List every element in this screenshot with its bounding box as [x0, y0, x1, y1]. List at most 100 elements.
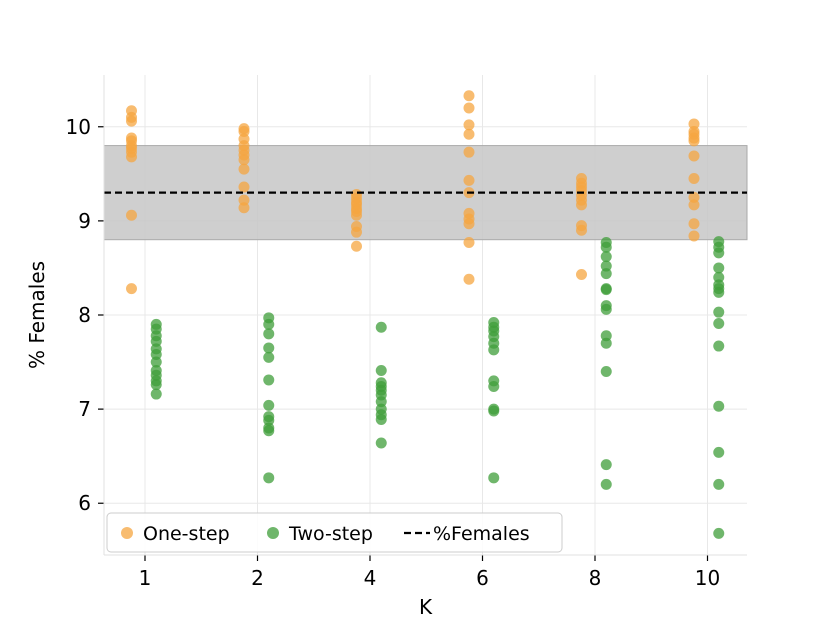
data-point-one-step	[463, 102, 475, 114]
data-point-two-step	[375, 437, 387, 449]
data-point-two-step	[150, 388, 162, 400]
legend-marker-one-step	[121, 527, 133, 539]
y-tick-label: 9	[78, 209, 91, 233]
data-point-two-step	[600, 365, 612, 377]
data-point-two-step	[375, 365, 387, 377]
data-point-two-step	[600, 241, 612, 253]
data-point-one-step	[238, 125, 250, 137]
x-tick-label: 4	[364, 566, 377, 590]
data-point-one-step	[688, 135, 700, 147]
data-point-one-step	[238, 163, 250, 175]
data-point-one-step	[688, 150, 700, 162]
data-point-two-step	[375, 413, 387, 425]
data-point-two-step	[600, 303, 612, 315]
data-point-two-step	[263, 414, 275, 426]
data-point-one-step	[238, 181, 250, 193]
data-point-two-step	[600, 260, 612, 272]
data-point-two-step	[713, 527, 725, 539]
data-point-two-step	[713, 340, 725, 352]
legend-box	[106, 512, 563, 553]
data-point-two-step	[263, 318, 275, 330]
data-point-two-step	[713, 262, 725, 274]
y-axis-label: % Females	[25, 261, 49, 369]
data-point-one-step	[463, 119, 475, 131]
data-point-two-step	[713, 317, 725, 329]
data-point-one-step	[576, 199, 587, 211]
data-point-two-step	[263, 472, 275, 484]
data-point-one-step	[463, 237, 475, 249]
data-point-one-step	[238, 154, 250, 166]
data-point-one-step	[688, 230, 700, 242]
legend: One-step Two-step %Females	[106, 512, 563, 553]
legend-label-one-step: One-step	[143, 523, 230, 545]
y-tick-label: 7	[78, 397, 91, 421]
data-point-one-step	[238, 202, 250, 214]
data-point-one-step	[126, 283, 137, 295]
data-point-two-step	[488, 472, 500, 484]
data-point-one-step	[688, 218, 700, 230]
data-point-one-step	[463, 273, 475, 285]
data-point-two-step	[263, 328, 275, 340]
data-point-two-step	[713, 478, 725, 490]
y-tick-label: 6	[78, 491, 91, 515]
x-tick-label: 2	[251, 566, 264, 590]
data-point-two-step	[713, 306, 725, 318]
data-point-two-step	[375, 321, 387, 333]
data-point-two-step	[150, 356, 162, 368]
data-point-two-step	[263, 425, 275, 437]
y-tick-label: 10	[66, 115, 91, 139]
legend-label-two-step: Two-step	[288, 523, 373, 545]
data-point-two-step	[713, 286, 725, 298]
data-point-one-step	[126, 115, 137, 127]
data-point-one-step	[351, 209, 362, 221]
axis-layer: 1 2 4 6 8 10 6 7 8 9 10	[66, 75, 747, 590]
data-point-one-step	[463, 128, 475, 140]
x-axis-label: K	[419, 595, 433, 619]
data-point-two-step	[488, 381, 500, 393]
data-point-one-step	[126, 151, 137, 163]
data-point-two-step	[263, 374, 275, 386]
data-point-one-step	[463, 174, 475, 186]
legend-marker-two-step	[267, 527, 279, 539]
data-point-one-step	[576, 224, 587, 236]
data-point-two-step	[600, 284, 612, 296]
data-point-two-step	[713, 446, 725, 458]
data-point-two-step	[263, 342, 275, 354]
data-point-two-step	[600, 268, 612, 280]
data-point-one-step	[463, 218, 475, 230]
x-tick-label: 10	[695, 566, 720, 590]
data-point-two-step	[713, 271, 725, 283]
data-point-one-step	[126, 209, 137, 221]
data-point-one-step	[238, 194, 250, 206]
data-point-two-step	[600, 478, 612, 490]
data-point-one-step	[463, 90, 475, 102]
data-point-two-step	[713, 247, 725, 259]
data-point-one-step	[351, 240, 362, 252]
data-point-one-step	[351, 226, 362, 238]
x-tick-label: 1	[139, 566, 152, 590]
data-point-two-step	[600, 251, 612, 263]
legend-label-females: %Females	[433, 523, 530, 545]
data-point-one-step	[688, 191, 700, 203]
data-point-two-step	[488, 405, 500, 417]
data-point-one-step	[688, 118, 700, 130]
points-layer	[126, 90, 725, 539]
data-point-one-step	[688, 199, 700, 211]
data-point-two-step	[150, 349, 162, 361]
data-point-two-step	[150, 379, 162, 391]
data-point-two-step	[488, 344, 500, 356]
data-point-two-step	[263, 351, 275, 363]
data-point-two-step	[713, 400, 725, 412]
data-point-two-step	[150, 335, 162, 347]
data-point-one-step	[576, 269, 587, 281]
x-tick-label: 6	[476, 566, 489, 590]
y-tick-label: 8	[78, 303, 91, 327]
data-point-two-step	[600, 459, 612, 471]
data-point-one-step	[688, 173, 700, 185]
data-point-two-step	[263, 399, 275, 411]
data-point-two-step	[375, 396, 387, 408]
x-tick-label: 8	[589, 566, 602, 590]
data-point-two-step	[600, 337, 612, 349]
data-point-one-step	[463, 146, 475, 158]
